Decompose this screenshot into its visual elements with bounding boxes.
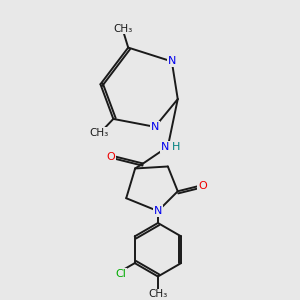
Text: N: N [168, 56, 176, 66]
Text: N: N [154, 206, 162, 216]
Text: H: H [172, 142, 180, 152]
Text: CH₃: CH₃ [113, 23, 133, 34]
Text: CH₃: CH₃ [148, 289, 168, 299]
Text: Cl: Cl [116, 269, 127, 279]
Text: CH₃: CH₃ [89, 128, 109, 138]
Text: N: N [151, 122, 159, 132]
Text: N: N [161, 142, 169, 152]
Text: O: O [106, 152, 115, 162]
Text: O: O [198, 181, 207, 191]
